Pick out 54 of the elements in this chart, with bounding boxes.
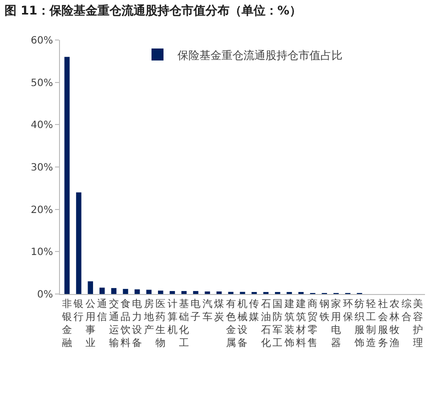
bar xyxy=(146,290,152,294)
x-tick-label: 传媒 xyxy=(249,299,260,323)
bar xyxy=(99,288,105,294)
x-tick-label: 石油石化 xyxy=(260,299,271,349)
x-tick-label: 综合 xyxy=(401,298,412,323)
bar xyxy=(88,281,94,294)
x-tick-label: 纺织服饰 xyxy=(353,298,364,349)
bar xyxy=(193,291,198,294)
bar xyxy=(170,291,175,294)
chart-title: 图 11：保险基金重仓流通股持仓市值分布（单位：%） xyxy=(4,3,302,18)
legend-label: 保险基金重仓流通股持仓市值占比 xyxy=(178,48,342,62)
y-tick-label: 60% xyxy=(30,36,53,46)
x-tick-label: 银行 xyxy=(72,299,84,323)
x-tick-label: 建筑材料 xyxy=(294,298,306,349)
x-tick-label: 汽车 xyxy=(202,298,212,323)
bar xyxy=(64,56,70,294)
x-tick-label: 美容护理 xyxy=(412,298,423,349)
y-tick-label: 50% xyxy=(30,78,53,89)
bar xyxy=(76,192,82,294)
x-tick-label: 房地产 xyxy=(142,298,154,336)
y-tick-label: 10% xyxy=(30,247,53,258)
y-tick-label: 20% xyxy=(30,204,53,216)
bar xyxy=(204,291,210,294)
y-tick-label: 40% xyxy=(30,120,53,132)
x-tick-label: 电子 xyxy=(190,298,201,323)
x-tick-label: 建筑装饰 xyxy=(283,298,294,349)
x-tick-label: 商贸零售 xyxy=(308,298,318,349)
bar xyxy=(181,291,187,294)
x-tick-label: 轻工制造 xyxy=(366,298,376,349)
x-tick-label: 农林牧渔 xyxy=(388,299,400,349)
x-tick-label: 社会服务 xyxy=(378,298,388,349)
bar xyxy=(111,288,116,294)
x-tick-label: 基础化工 xyxy=(178,298,190,349)
x-tick-label: 钢铁 xyxy=(318,299,330,323)
bar xyxy=(216,291,222,294)
x-tick-label: 家用电器 xyxy=(331,298,342,349)
x-tick-label: 国防军工 xyxy=(272,299,283,349)
x-tick-label: 食品饮料 xyxy=(120,298,131,349)
bar xyxy=(158,290,164,294)
x-tick-label: 有色金属 xyxy=(226,298,236,349)
x-tick-label: 通信 xyxy=(97,298,108,323)
bar xyxy=(134,289,140,294)
x-tick-label: 交通运输 xyxy=(108,298,119,349)
x-tick-label: 煤炭 xyxy=(214,298,224,323)
x-tick-label: 机械设备 xyxy=(238,298,248,349)
y-tick-label: 0% xyxy=(37,290,53,300)
x-tick-label: 电力设备 xyxy=(132,298,142,349)
y-tick-label: 30% xyxy=(30,162,53,174)
x-tick-label: 计算机 xyxy=(167,298,178,336)
x-tick-label: 环保 xyxy=(342,299,353,323)
x-tick-label: 非银金融 xyxy=(61,298,72,349)
bar xyxy=(122,288,128,294)
x-tick-label: 公用事业 xyxy=(85,298,96,349)
x-tick-label: 医药生物 xyxy=(156,299,166,349)
